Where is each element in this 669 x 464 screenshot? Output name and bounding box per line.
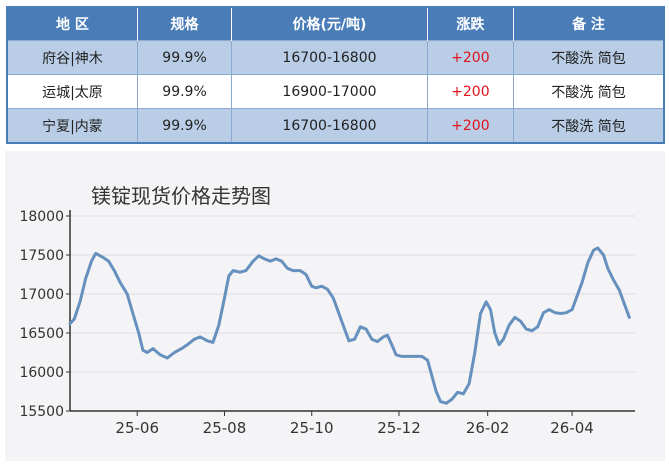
y-tick-label: 18000 <box>19 209 64 225</box>
change-cell: +200 <box>427 74 515 109</box>
price-cell: 16700-16800 <box>231 108 428 143</box>
header-region: 地 区 <box>7 7 138 41</box>
header-note: 备 注 <box>513 7 664 41</box>
y-tick-label: 15500 <box>19 404 64 420</box>
spec-cell: 99.9% <box>137 40 233 75</box>
x-tick-label: 26-02 <box>466 419 510 437</box>
y-tick-label: 16000 <box>19 365 64 381</box>
table-header-row: 地 区 规格 价格(元/吨) 涨跌 备 注 <box>7 7 664 41</box>
change-cell: +200 <box>427 40 515 75</box>
y-axis-ticks: 15500 16000 16500 17000 17500 18000 <box>19 209 70 420</box>
x-tick-label: 25-06 <box>115 419 159 437</box>
chart-panel: 镁锭现货价格走势图 15500 16000 16500 17000 17500 18000… <box>5 151 665 461</box>
y-tick-label: 16500 <box>19 326 64 342</box>
grid-lines <box>70 215 635 373</box>
note-cell: 不酸洗 简包 <box>513 108 664 143</box>
table-row: 宁夏|内蒙 99.9% 16700-16800 +200 不酸洗 简包 <box>7 108 664 143</box>
price-trend-chart: 镁锭现货价格走势图 15500 16000 16500 17000 17500 18000… <box>19 184 635 437</box>
axes <box>69 210 635 412</box>
note-cell: 不酸洗 简包 <box>513 74 664 109</box>
x-tick-label: 25-10 <box>290 419 334 437</box>
y-tick-label: 17000 <box>19 287 64 303</box>
region-cell: 运城|太原 <box>7 74 138 109</box>
region-cell: 宁夏|内蒙 <box>7 108 138 143</box>
price-cell: 16900-17000 <box>231 74 428 109</box>
x-axis-ticks: 25-06 25-08 25-10 25-12 26-02 26-04 <box>115 411 594 437</box>
spec-cell: 99.9% <box>137 74 233 109</box>
x-tick-label: 26-04 <box>550 419 594 437</box>
price-table: 地 区 规格 价格(元/吨) 涨跌 备 注 府谷|神木 99.9% 16700-… <box>6 6 665 144</box>
header-spec: 规格 <box>137 7 233 41</box>
note-cell: 不酸洗 简包 <box>513 40 664 75</box>
y-tick-label: 17500 <box>19 248 64 264</box>
table-row: 府谷|神木 99.9% 16700-16800 +200 不酸洗 简包 <box>7 40 664 75</box>
region-cell: 府谷|神木 <box>7 40 138 75</box>
spec-cell: 99.9% <box>137 108 233 143</box>
x-tick-label: 25-12 <box>377 419 421 437</box>
chart-title: 镁锭现货价格走势图 <box>91 184 271 208</box>
header-change: 涨跌 <box>427 7 515 41</box>
header-price: 价格(元/吨) <box>231 7 428 41</box>
change-cell: +200 <box>427 108 515 143</box>
x-tick-label: 25-08 <box>203 419 247 437</box>
table-row: 运城|太原 99.9% 16900-17000 +200 不酸洗 简包 <box>7 74 664 109</box>
price-cell: 16700-16800 <box>231 40 428 75</box>
series-line <box>68 246 631 405</box>
